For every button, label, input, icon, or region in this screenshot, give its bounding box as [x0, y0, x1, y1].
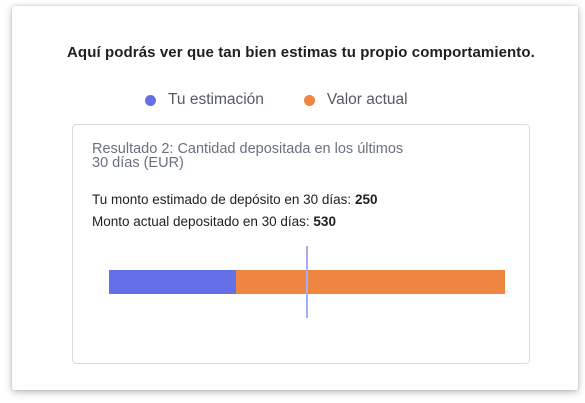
feedback-card: Aquí podrás ver que tan bien estimas tu …	[12, 6, 578, 390]
page-headline: Aquí podrás ver que tan bien estimas tu …	[67, 44, 535, 61]
midpoint-marker	[306, 246, 308, 318]
legend-label-estimation: Tu estimación	[168, 91, 264, 108]
estimation-dot-icon	[145, 94, 156, 106]
legend-label-actual: Valor actual	[326, 91, 408, 108]
result-title: Resultado 2: Cantidad depositada en los …	[92, 141, 404, 171]
actual-deposit-value: 530	[313, 214, 336, 229]
legend: Tu estimación Valor actual	[145, 91, 408, 109]
estimated-deposit-label: Tu monto estimado de depósito en 30 días…	[92, 192, 352, 207]
actual-deposit-label: Monto actual depositado en 30 días:	[92, 214, 310, 229]
actual-bar-segment	[235, 270, 505, 294]
result-card: Resultado 2: Cantidad depositada en los …	[72, 124, 530, 364]
actual-dot-icon	[303, 94, 315, 106]
comparison-bar	[109, 270, 505, 294]
estimated-bar-segment	[109, 270, 236, 294]
estimated-deposit-row: Tu monto estimado de depósito en 30 días…	[92, 192, 377, 207]
actual-deposit-row: Monto actual depositado en 30 días: 530	[92, 214, 336, 229]
legend-item-actual: Valor actual	[303, 91, 408, 109]
estimated-deposit-value: 250	[354, 192, 378, 207]
legend-item-estimation: Tu estimación	[145, 91, 264, 109]
